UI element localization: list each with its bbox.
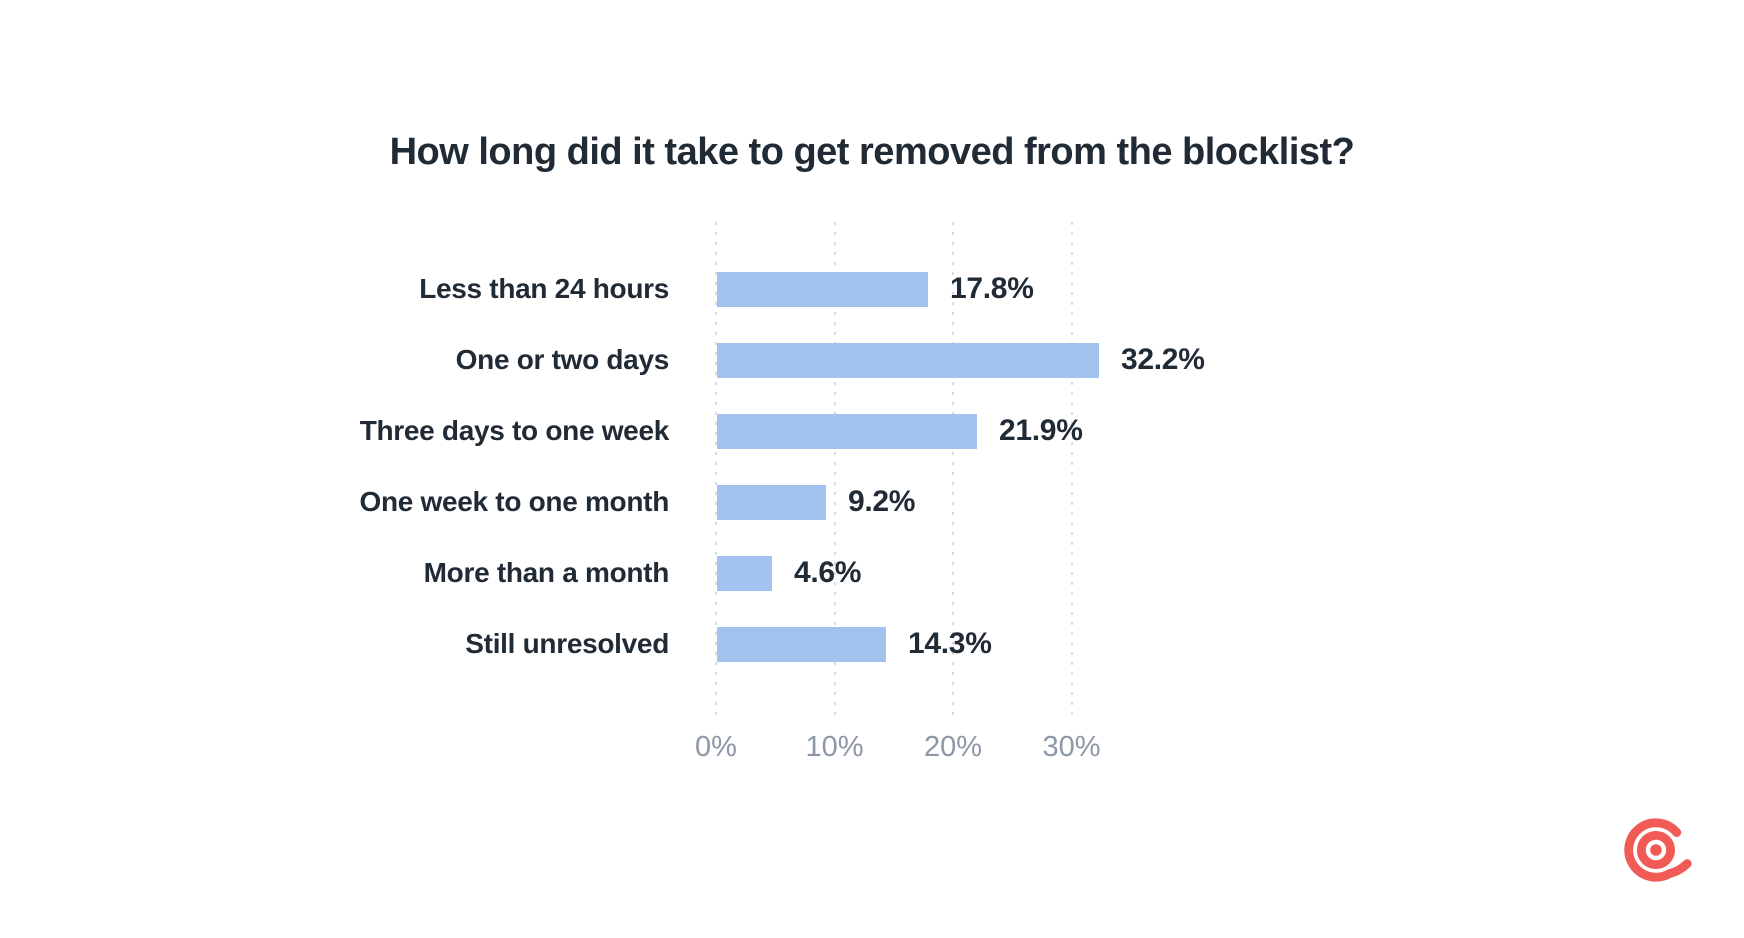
category-label: More than a month	[423, 557, 670, 588]
logo-center-dot	[1650, 844, 1662, 856]
x-axis-tick-label: 20%	[923, 731, 983, 763]
value-label: 17.8%	[950, 272, 1034, 305]
bar	[717, 484, 826, 520]
x-axis-tick-label: 30%	[1042, 731, 1101, 763]
bar	[717, 555, 772, 591]
logo-outer-arc	[1624, 818, 1692, 882]
value-label: 21.9%	[999, 414, 1083, 447]
bar	[717, 342, 1099, 378]
value-label: 9.2%	[848, 485, 916, 518]
category-label: Less than 24 hours	[419, 273, 669, 304]
value-label: 32.2%	[1121, 343, 1205, 376]
brand-at-logo-icon	[1624, 818, 1692, 882]
bar	[717, 271, 928, 307]
chart-title: How long did it take to get removed from…	[389, 131, 1355, 173]
bar	[717, 413, 977, 449]
gridline	[1070, 222, 1073, 716]
gridline	[715, 222, 717, 716]
gridline	[833, 222, 836, 716]
category-label: One or two days	[455, 344, 670, 375]
value-label: 14.3%	[908, 627, 992, 660]
x-axis-tick-label: 10%	[805, 731, 864, 763]
gridline	[952, 222, 954, 716]
logo-inner-ring	[1636, 830, 1675, 870]
category-label: Three days to one week	[359, 415, 670, 446]
category-label: Still unresolved	[465, 628, 669, 659]
value-label: 4.6%	[794, 556, 862, 589]
category-label: One week to one month	[359, 486, 669, 517]
bar	[717, 626, 886, 662]
x-axis-tick-label: 0%	[695, 731, 737, 763]
